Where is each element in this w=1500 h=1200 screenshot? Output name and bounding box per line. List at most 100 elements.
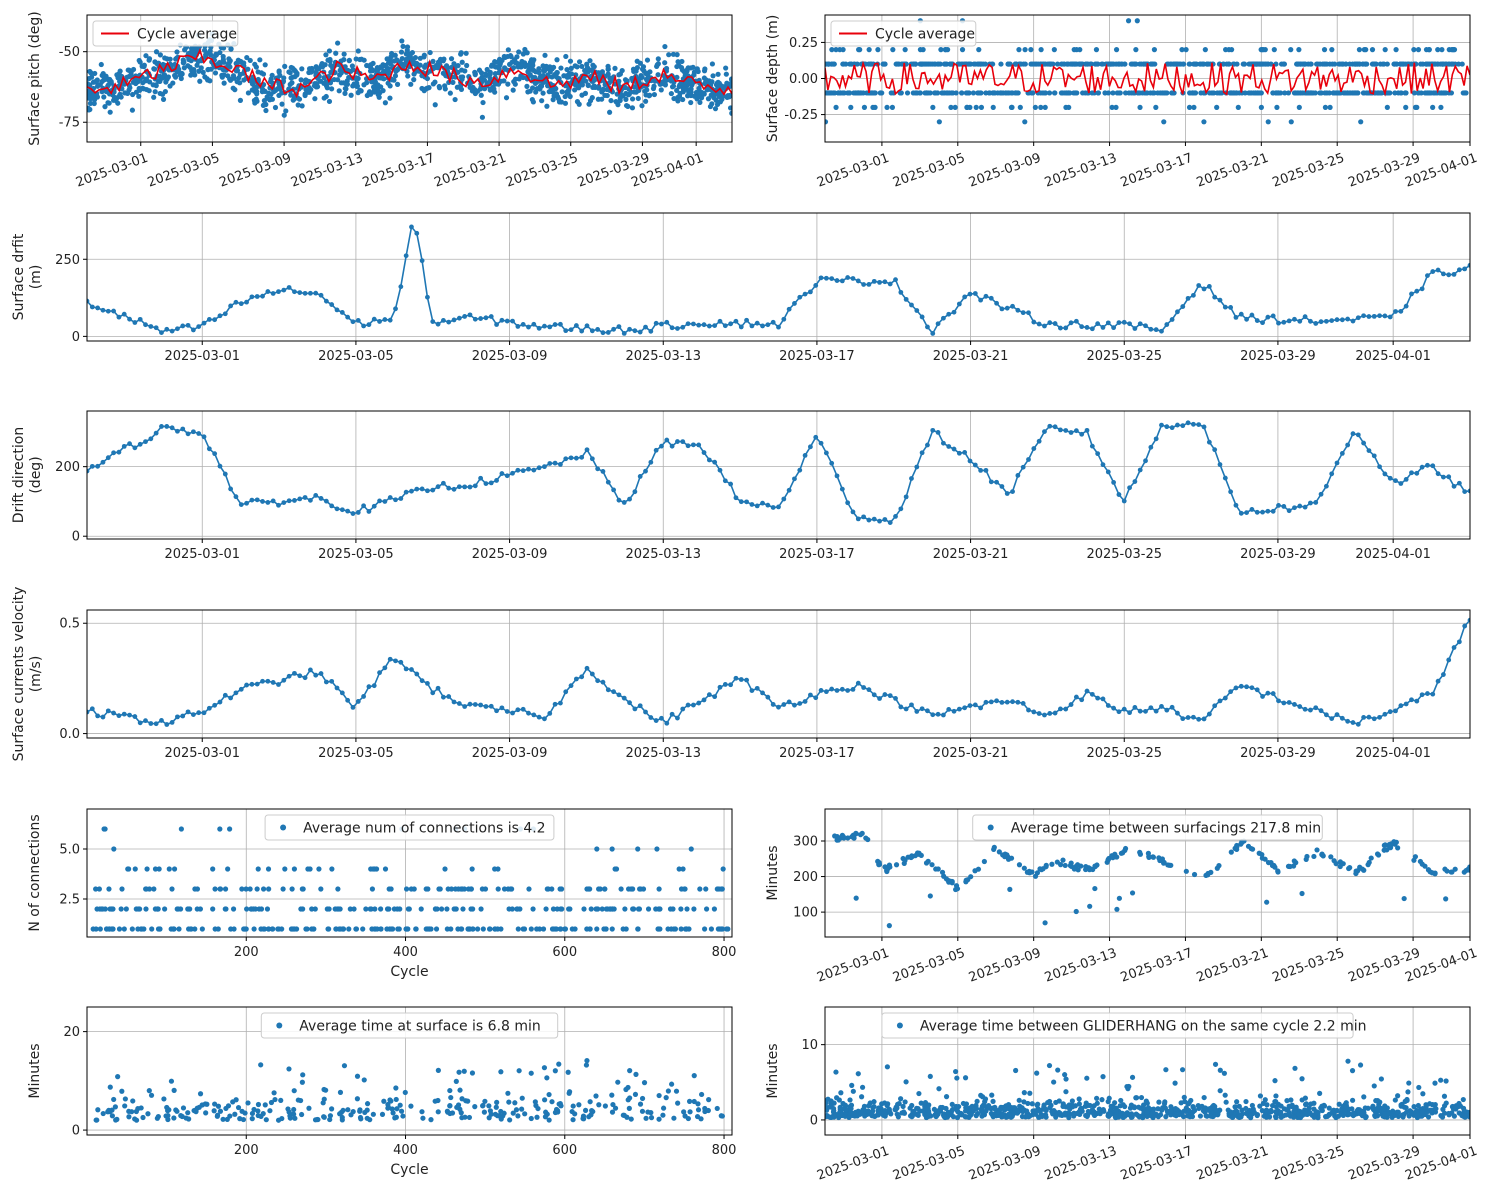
data-point [584,447,590,453]
data-point [105,455,111,461]
data-point [865,836,871,843]
data-point [702,81,708,87]
data-point [1084,325,1090,330]
y-tick-label: 0 [72,530,80,545]
data-point [337,906,343,912]
data-point [845,688,851,693]
data-point [999,306,1005,312]
data-point [1222,695,1228,701]
data-point [1223,1099,1229,1105]
plot-area [825,1058,1470,1121]
data-point [536,465,542,471]
data-point [1361,90,1367,96]
data-point [719,886,725,892]
data-point [1035,1101,1041,1107]
data-point [212,702,218,708]
data-point [313,290,319,296]
data-point [355,510,361,515]
data-point [421,88,427,94]
legend-box [830,20,977,47]
data-point [675,59,681,65]
data-point [1430,463,1436,469]
data-point [510,470,515,476]
data-point [507,1117,513,1123]
data-point [580,1113,587,1119]
data-point [825,119,829,125]
data-point [392,73,399,79]
data-point [519,1095,525,1101]
data-point [1116,709,1122,715]
data-point [939,90,945,96]
data-point [675,1100,681,1106]
data-point [282,63,288,69]
data-point [684,906,690,912]
data-point [1128,1102,1135,1108]
data-point [1401,895,1407,902]
data-point [584,65,591,71]
data-point [833,104,839,110]
data-point [394,67,401,73]
data-point [1285,90,1292,96]
data-point [393,1085,399,1091]
data-point [1350,431,1356,437]
data-point [1012,90,1019,96]
data-point [1015,307,1021,313]
data-point [1057,862,1064,868]
data-point [1204,61,1210,67]
data-point [823,275,829,281]
data-point [568,683,574,689]
data-point [327,1116,333,1123]
data-point [699,1091,705,1098]
data-point [1364,61,1370,67]
data-point [465,926,471,932]
data-point [366,509,372,514]
data-point [462,314,468,319]
data-point [1110,855,1116,861]
data-point [220,56,226,63]
data-point [255,866,261,872]
data-point [469,866,475,872]
data-point [1107,61,1114,67]
data-point [1343,61,1349,67]
data-point [255,1108,261,1114]
data-point [621,500,627,505]
data-point [1047,711,1053,716]
data-point [1308,90,1314,96]
y-tick-label: 2.5 [59,893,80,908]
data-point [1148,705,1154,711]
data-point [425,488,430,494]
x-tick-label: 2025-04-01 [1355,746,1431,761]
data-point [574,64,580,70]
data-point [982,61,988,67]
data-point [797,467,803,473]
data-point [850,1088,856,1094]
data-point [171,1087,177,1093]
data-point [629,96,636,102]
data-point [196,68,202,74]
plot-area [90,826,731,932]
data-point [909,302,914,308]
data-point [504,53,510,60]
data-point [850,509,856,515]
y-tick-label: -50 [59,45,80,60]
data-point [596,886,602,892]
data-point [413,926,419,932]
data-point [1139,90,1146,96]
data-point [361,1077,367,1083]
x-tick-label: 2025-03-01 [164,349,240,364]
data-point [1159,328,1164,334]
grid [87,610,1470,738]
data-point [338,80,344,86]
data-point [333,926,339,932]
data-point [116,314,122,320]
data-point [665,1088,671,1094]
data-point [1323,318,1329,324]
data-point [162,906,168,912]
data-point [364,1115,370,1121]
data-point [366,684,372,690]
data-point [656,886,662,892]
data-point [367,906,373,912]
data-point [1441,474,1446,480]
data-point [749,688,755,694]
data-point [887,693,893,699]
